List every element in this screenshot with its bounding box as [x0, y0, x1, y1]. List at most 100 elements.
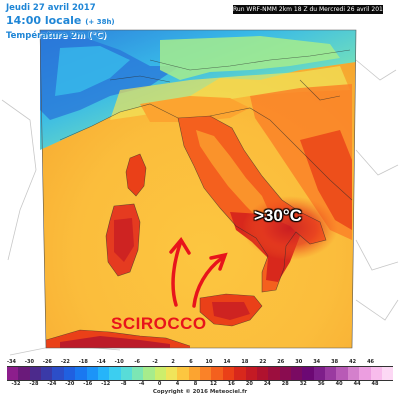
legend-tick-label: 32 — [299, 381, 307, 387]
legend-swatch — [313, 367, 326, 380]
legend-swatch — [347, 367, 360, 380]
forecast-lead-time: (+ 38h) — [85, 18, 115, 26]
legend-tick-label: 44 — [353, 381, 361, 387]
legend-tick-label: -24 — [47, 381, 57, 387]
legend-tick-label: -20 — [65, 381, 75, 387]
legend-swatch — [86, 367, 98, 380]
legend-swatch — [97, 367, 110, 380]
parameter-label: Température 2m (°C) — [6, 31, 107, 41]
legend-tick-label: 46 — [367, 359, 375, 365]
legend-swatch — [222, 367, 235, 380]
legend-tick-label: -8 — [120, 381, 127, 387]
legend-swatch — [245, 367, 257, 380]
legend-tick-label: -26 — [42, 359, 52, 365]
legend-swatch — [211, 367, 223, 380]
legend-swatch — [234, 367, 246, 380]
legend-swatch — [200, 367, 212, 380]
legend-tick-label: 36 — [317, 381, 325, 387]
legend-tick-label: 30 — [295, 359, 303, 365]
legend-tick-label: 6 — [189, 359, 193, 365]
legend-tick-label: -12 — [101, 381, 111, 387]
legend-tick-label: -34 — [6, 359, 17, 365]
legend-tick-label: 28 — [281, 381, 289, 387]
balkans-hot-zone — [300, 130, 352, 230]
scirocco-annotation: SCIROCCO — [111, 314, 207, 333]
legend-swatch — [302, 367, 314, 380]
domain-frame — [39, 29, 357, 349]
legend-swatch — [154, 367, 167, 380]
legend-swatch — [120, 367, 132, 380]
north-africa-hot — [60, 336, 170, 348]
legend-tick-label: 42 — [349, 359, 357, 365]
temperature-annotation: >30°C — [254, 206, 302, 225]
legend-swatch — [336, 367, 348, 380]
legend-swatch — [325, 367, 337, 380]
alps-cyan-band — [55, 46, 130, 96]
legend-bottom-labels: -32 -28 -24 -20 -16 -12 -8 -4 0 4 8 12 16 20 24 28 32 36 4… — [7, 380, 393, 388]
legend-tick-label: 48 — [371, 381, 379, 387]
north-green-band — [160, 36, 340, 80]
legend-swatch — [370, 367, 382, 380]
po-valley — [140, 96, 250, 122]
coastlines — [45, 49, 353, 347]
legend-tick-label: -30 — [24, 359, 34, 365]
legend-tick-label: 40 — [335, 381, 343, 387]
legend-tick-label: 10 — [205, 359, 213, 365]
legend-tick-label: 0 — [157, 381, 162, 387]
legend-swatch — [279, 367, 291, 380]
model-run-info: Run WRF-NMM 2km 18 Z du Mercredi 26 avri… — [233, 5, 387, 14]
forecast-date: Jeudi 27 avril 2017 — [6, 3, 96, 13]
legend-tick-label: -6 — [134, 359, 140, 365]
legend-swatch — [29, 367, 42, 380]
italy-apennine-ridge — [196, 130, 270, 222]
copyright-notice: Copyright © 2016 Meteociel.fr — [152, 389, 248, 395]
legend-tick-label: -28 — [29, 381, 39, 387]
legend-tick-label: -22 — [60, 359, 70, 365]
legend-tick-label: 18 — [241, 359, 249, 365]
legend-swatch — [359, 367, 371, 380]
scirocco-arrows — [169, 237, 228, 308]
legend-tick-label: 20 — [245, 381, 253, 387]
legend-swatch — [381, 367, 394, 380]
south-heat-core — [242, 196, 338, 260]
legend-tick-label: 22 — [259, 359, 267, 365]
legend-swatch — [268, 367, 280, 380]
legend-tick-label: -18 — [78, 359, 88, 365]
legend-tick-label: 4 — [175, 381, 180, 387]
legend-swatch — [109, 367, 121, 380]
legend-tick-label: 12 — [209, 381, 217, 387]
legend-swatch — [290, 367, 303, 380]
legend-tick-label: 24 — [263, 381, 271, 387]
legend-top-labels: -34 -30 -26 -22 -18 -14 -10 -6 -2 2 6 10 14 18 22 26 30 3… — [7, 358, 393, 366]
corsica-island — [126, 154, 146, 196]
legend-tick-label: -2 — [152, 359, 158, 365]
forecast-time: 14:00 locale (+ 38h) — [6, 14, 115, 27]
sardinia-hot — [114, 218, 134, 262]
legend-swatch — [18, 367, 30, 380]
legend-swatch — [63, 367, 76, 380]
forecast-time-value: 14:00 locale — [6, 14, 82, 27]
wind-arrow-left — [171, 242, 182, 307]
sicily-hot — [212, 302, 250, 320]
legend-swatch — [41, 367, 53, 380]
legend-swatch — [177, 367, 189, 380]
legend-tick-label: 38 — [331, 359, 339, 365]
legend-swatch — [143, 367, 155, 380]
temperature-color-scale — [7, 366, 394, 381]
legend-tick-label: 34 — [313, 359, 321, 365]
wind-arrow-left-head — [169, 237, 191, 255]
legend-tick-label: 26 — [277, 359, 285, 365]
legend-tick-label: 2 — [171, 359, 175, 365]
legend-swatch — [131, 367, 144, 380]
legend-swatch — [256, 367, 269, 380]
legend-tick-label: 8 — [193, 381, 198, 387]
legend-tick-label: -10 — [114, 359, 124, 365]
legend-swatch — [7, 367, 19, 380]
legend-swatch — [166, 367, 178, 380]
legend-swatch — [188, 367, 201, 380]
legend-tick-label: -4 — [138, 381, 145, 387]
wind-arrow-right — [192, 256, 224, 308]
legend-tick-label: -14 — [96, 359, 106, 365]
legend-tick-label: 14 — [223, 359, 231, 365]
